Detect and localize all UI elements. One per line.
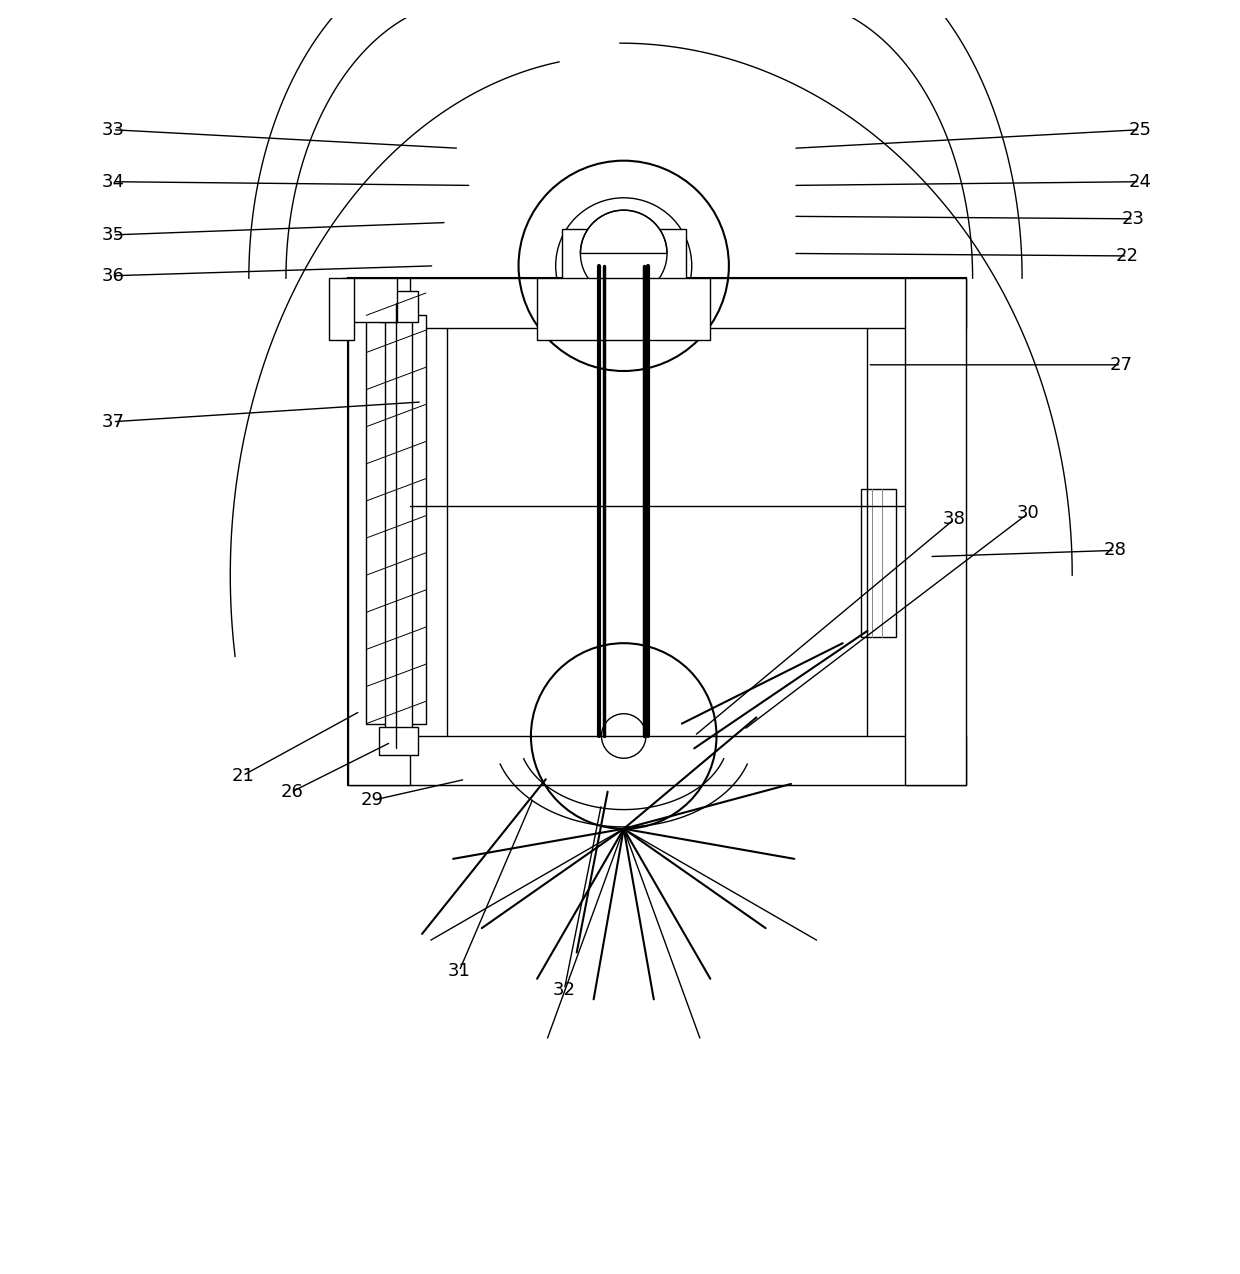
Text: 29: 29 bbox=[361, 791, 384, 809]
Text: 30: 30 bbox=[1017, 505, 1039, 522]
Bar bbox=[384, 303, 412, 736]
Bar bbox=[342, 278, 397, 321]
Bar bbox=[330, 278, 353, 340]
Text: 22: 22 bbox=[1116, 247, 1138, 265]
Text: 23: 23 bbox=[1122, 210, 1145, 228]
Wedge shape bbox=[580, 210, 667, 254]
Text: 27: 27 bbox=[1110, 355, 1132, 373]
Text: 38: 38 bbox=[942, 511, 966, 529]
Text: 37: 37 bbox=[102, 413, 124, 431]
Text: 36: 36 bbox=[102, 266, 124, 284]
Text: 25: 25 bbox=[1128, 121, 1151, 139]
Bar bbox=[862, 488, 897, 637]
Bar bbox=[378, 290, 418, 321]
Bar bbox=[378, 727, 418, 754]
Bar bbox=[347, 278, 966, 327]
Text: 32: 32 bbox=[553, 981, 575, 999]
Text: 34: 34 bbox=[102, 173, 124, 191]
Bar bbox=[537, 278, 711, 340]
Bar bbox=[562, 229, 686, 303]
Text: 35: 35 bbox=[102, 225, 124, 243]
Text: 31: 31 bbox=[448, 962, 471, 980]
Bar bbox=[347, 278, 409, 786]
Text: 24: 24 bbox=[1128, 173, 1151, 191]
Bar bbox=[904, 278, 966, 786]
Text: 33: 33 bbox=[102, 121, 124, 139]
Text: 21: 21 bbox=[231, 767, 254, 785]
Text: 26: 26 bbox=[280, 782, 304, 800]
Text: 28: 28 bbox=[1104, 541, 1126, 559]
Bar bbox=[347, 278, 966, 786]
Bar bbox=[366, 316, 425, 724]
Bar bbox=[347, 736, 966, 786]
